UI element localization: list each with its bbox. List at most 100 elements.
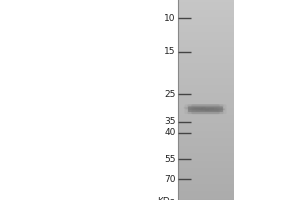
Bar [178, 122, 234, 123]
Bar [178, 60, 234, 61]
Bar [178, 35, 234, 37]
Bar [178, 189, 234, 190]
Bar [178, 185, 234, 186]
Bar [178, 14, 234, 15]
Bar [178, 29, 234, 30]
Bar [178, 153, 234, 154]
Bar [178, 101, 234, 102]
Bar [178, 103, 234, 104]
Bar [178, 106, 234, 108]
Bar [178, 40, 234, 41]
Bar [178, 110, 234, 111]
Bar [178, 170, 234, 171]
Bar [178, 126, 234, 127]
Bar [178, 11, 234, 12]
Bar [178, 65, 234, 66]
Bar [178, 135, 234, 136]
Bar [178, 193, 234, 194]
Bar [178, 43, 234, 44]
Bar [178, 192, 234, 193]
Bar [178, 52, 234, 53]
Bar [178, 59, 234, 60]
Bar [178, 67, 234, 68]
Bar [178, 159, 234, 161]
Bar [178, 163, 234, 164]
Bar [178, 127, 234, 128]
Bar [178, 50, 234, 51]
Bar [178, 41, 234, 42]
Bar [178, 68, 234, 69]
Bar [178, 42, 234, 43]
Bar [178, 191, 234, 192]
Bar [178, 150, 234, 151]
Bar [178, 95, 234, 96]
Bar [178, 31, 234, 32]
Bar [178, 33, 234, 34]
Text: 55: 55 [164, 155, 176, 164]
Bar [178, 74, 234, 75]
Bar [178, 61, 234, 62]
Bar [178, 133, 234, 134]
Text: 70: 70 [164, 175, 176, 184]
Bar [178, 175, 234, 176]
Bar [178, 113, 234, 114]
Bar [178, 174, 234, 175]
Bar [178, 62, 234, 63]
Text: 10: 10 [164, 14, 176, 23]
Bar [178, 53, 234, 55]
Bar [178, 129, 234, 130]
Bar [178, 190, 234, 191]
Bar [178, 90, 234, 91]
Bar [178, 44, 234, 45]
Bar [178, 116, 234, 117]
Bar [178, 87, 234, 88]
Bar [178, 156, 234, 157]
FancyBboxPatch shape [191, 104, 220, 114]
Bar [178, 78, 234, 79]
Bar [178, 72, 234, 73]
Bar [178, 140, 234, 141]
Bar [178, 138, 234, 139]
Bar [178, 176, 234, 178]
Bar [178, 48, 234, 49]
Bar [178, 39, 234, 40]
Bar [178, 2, 234, 3]
Bar [178, 139, 234, 140]
Bar [178, 23, 234, 24]
Bar [178, 164, 234, 165]
Bar [178, 148, 234, 149]
Bar [178, 27, 234, 28]
Bar [178, 15, 234, 16]
Bar [178, 131, 234, 132]
Bar [178, 111, 234, 112]
Text: 40: 40 [164, 128, 176, 137]
Bar [178, 80, 234, 81]
Bar [178, 10, 234, 11]
Bar [178, 79, 234, 80]
Bar [178, 70, 234, 72]
Bar [178, 83, 234, 84]
Bar [178, 73, 234, 74]
Bar [178, 108, 234, 109]
Bar [178, 26, 234, 27]
Bar [178, 0, 234, 2]
Bar [178, 141, 234, 143]
Bar [178, 13, 234, 14]
Bar [178, 132, 234, 133]
Bar [178, 196, 234, 197]
Bar [178, 183, 234, 184]
Bar [178, 58, 234, 59]
Bar [178, 119, 234, 120]
Bar [178, 154, 234, 155]
Bar [178, 143, 234, 144]
Bar [178, 82, 234, 83]
Bar [178, 6, 234, 7]
Bar [178, 100, 234, 101]
Bar [178, 38, 234, 39]
Bar [178, 57, 234, 58]
Bar [178, 66, 234, 67]
Bar [178, 4, 234, 5]
Bar [178, 86, 234, 87]
Text: 25: 25 [164, 90, 176, 99]
Bar [178, 173, 234, 174]
